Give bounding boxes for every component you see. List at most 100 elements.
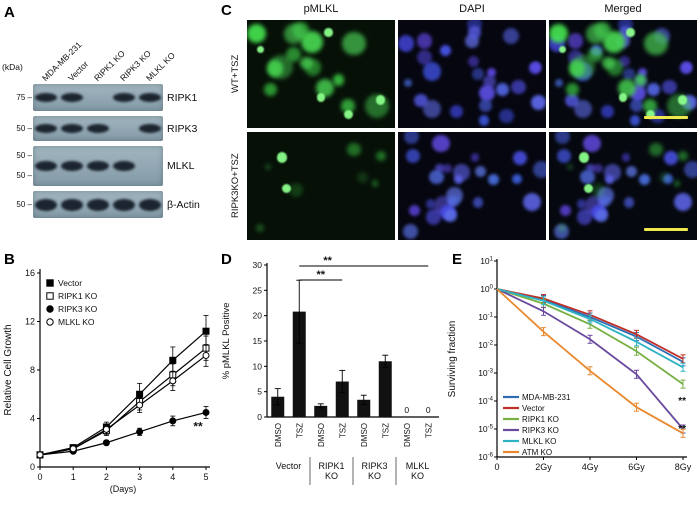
scale-bar xyxy=(644,227,688,231)
cell-blob xyxy=(315,78,334,97)
cell-blob xyxy=(431,134,450,153)
cell-blob xyxy=(479,85,496,101)
cell-blob xyxy=(662,174,673,185)
cell-blob xyxy=(488,174,500,185)
cell-blob xyxy=(487,67,497,78)
cell-blob xyxy=(324,28,333,37)
svg-text:0: 0 xyxy=(37,472,42,482)
cell-blob xyxy=(416,50,432,66)
blot-band xyxy=(35,161,57,171)
svg-text:6Gy: 6Gy xyxy=(628,462,645,472)
panel-e-survival-chart: E 101 100 10-1 10-2 10-3 10-4 10-5 10-6 0 2Gy 4Gy 6… xyxy=(445,245,700,514)
cell-blob xyxy=(595,208,609,222)
cell-blob xyxy=(522,192,542,212)
cell-blob xyxy=(560,205,571,217)
cell-blob xyxy=(347,142,361,157)
svg-text:8: 8 xyxy=(30,365,35,375)
svg-text:10-1: 10-1 xyxy=(478,312,493,322)
svg-text:MLKL: MLKL xyxy=(406,461,430,471)
cell-blob xyxy=(623,68,635,80)
cell-blob xyxy=(405,149,420,164)
cell-blob xyxy=(677,151,688,161)
cell-blob xyxy=(264,82,278,96)
blot-band xyxy=(87,161,109,171)
cell-blob xyxy=(617,20,633,32)
svg-text:DMSO: DMSO xyxy=(317,423,326,447)
image-wt-merged xyxy=(549,20,697,128)
cell-blob xyxy=(466,20,482,32)
kda-marker: 50 – xyxy=(16,151,32,160)
cell-blob xyxy=(265,163,272,170)
svg-text:RIPK1 KO: RIPK1 KO xyxy=(522,415,559,424)
cell-blob xyxy=(332,74,345,86)
blot-band xyxy=(139,198,161,211)
cell-blob xyxy=(587,46,604,63)
cell-blob xyxy=(593,163,603,174)
cell-blob xyxy=(375,95,386,105)
cell-blob xyxy=(341,99,355,113)
cell-blob xyxy=(556,149,571,164)
cell-blob xyxy=(569,60,586,77)
blot-band xyxy=(61,93,83,102)
column-header-dapi: DAPI xyxy=(459,3,485,15)
cell-blob xyxy=(434,163,444,173)
svg-text:MLKL KO: MLKL KO xyxy=(522,437,556,446)
svg-text:MLKL KO: MLKL KO xyxy=(58,317,95,327)
cell-blob xyxy=(475,166,487,178)
cell-blob xyxy=(422,99,441,118)
cell-blob xyxy=(647,83,660,96)
cell-blob xyxy=(626,28,635,37)
svg-text:**: ** xyxy=(316,269,325,281)
blot-strip xyxy=(33,146,163,186)
svg-text:10-3: 10-3 xyxy=(478,368,493,378)
cell-blob xyxy=(530,95,546,111)
cell-blob xyxy=(576,209,593,225)
cell-blob xyxy=(479,99,493,113)
cell-blob xyxy=(511,174,522,185)
blot-band xyxy=(113,198,135,211)
cell-blob xyxy=(555,132,571,144)
cell-blob xyxy=(467,55,480,67)
svg-text:RIPK1 KO: RIPK1 KO xyxy=(58,291,98,301)
image-ripk3ko-dapi xyxy=(398,132,546,240)
blot-band xyxy=(61,161,83,171)
svg-text:RIPK3: RIPK3 xyxy=(361,461,387,471)
panel-c-microscopy: C pMLKL DAPI Merged WT+TSZ RIPK3KO+TSZ xyxy=(215,0,700,245)
cell-blob xyxy=(580,169,595,184)
kda-unit-label: (kDa) xyxy=(2,62,23,72)
cell-blob xyxy=(673,180,681,187)
cell-blob xyxy=(447,194,460,207)
cell-blob xyxy=(472,68,484,80)
blot-band xyxy=(35,124,57,133)
cell-blob xyxy=(549,23,569,44)
svg-text:10-6: 10-6 xyxy=(478,452,493,462)
cell-blob xyxy=(683,160,697,178)
cell-blob xyxy=(247,23,267,44)
svg-text:15: 15 xyxy=(253,336,263,346)
cell-blob xyxy=(398,35,415,52)
svg-text:Surviving fraction: Surviving fraction xyxy=(447,321,458,398)
scale-bar xyxy=(644,115,688,119)
svg-text:**: ** xyxy=(678,424,686,435)
column-header-merged: Merged xyxy=(604,3,642,15)
panel-a-label: A xyxy=(4,4,15,21)
cell-blob xyxy=(502,28,519,45)
svg-text:16: 16 xyxy=(25,268,35,278)
blot-band xyxy=(35,198,57,211)
cell-blob xyxy=(591,182,605,197)
cell-blob xyxy=(602,31,625,54)
image-ripk3ko-merged xyxy=(549,132,697,240)
svg-text:**: ** xyxy=(323,255,332,267)
cell-blob xyxy=(444,208,458,222)
pmlkl-positive-bar-chart: 0 5 10 15 20 25 30 % pMLKL Positive DMSO TSZ DMSO T… xyxy=(215,245,445,514)
svg-text:8Gy: 8Gy xyxy=(675,462,692,472)
cell-blob xyxy=(450,104,464,119)
panel-c-label: C xyxy=(221,2,232,19)
cell-blob xyxy=(499,108,514,124)
cell-blob xyxy=(626,166,638,178)
image-wt-dapi xyxy=(398,20,546,128)
cell-blob xyxy=(630,99,644,113)
svg-text:Vector: Vector xyxy=(276,461,302,471)
cell-blob xyxy=(513,151,527,166)
